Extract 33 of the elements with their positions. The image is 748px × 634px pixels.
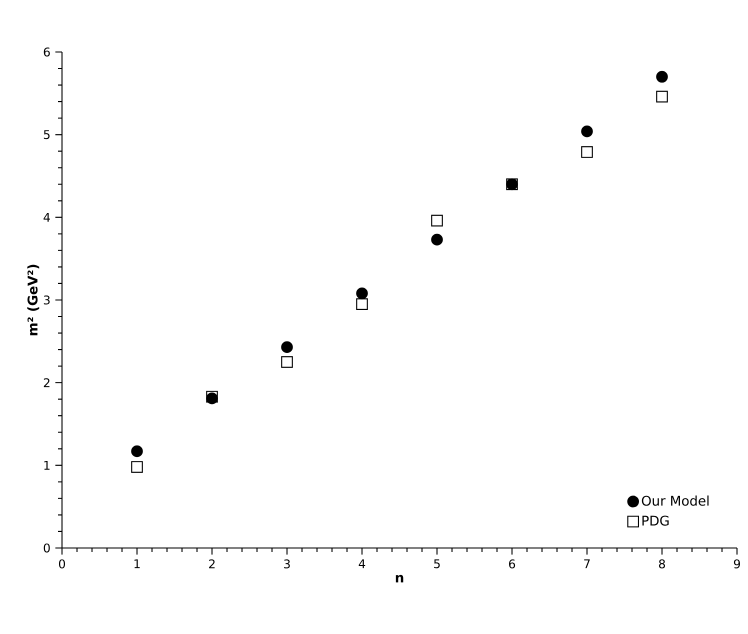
- point: [131, 445, 143, 458]
- x-tick-label: 3: [284, 559, 290, 568]
- x-tick-label: 6: [509, 559, 516, 568]
- x-tick-label: 5: [434, 559, 440, 568]
- x-tick-label: 7: [584, 559, 590, 568]
- y-axis-title: m² (GeV²): [27, 264, 40, 336]
- point: [356, 288, 368, 300]
- x-tick-label: 1: [134, 559, 140, 568]
- y-tick-label: 0: [44, 543, 50, 553]
- legend-label: PDG: [642, 516, 669, 526]
- x-tick-label: 2: [209, 559, 215, 568]
- point: [356, 298, 368, 310]
- y-tick-label: 1: [44, 460, 50, 470]
- y-tick-label: 3: [44, 295, 50, 305]
- point: [656, 70, 668, 83]
- point: [656, 90, 668, 102]
- x-tick-label: 4: [358, 559, 366, 568]
- point: [431, 214, 443, 226]
- y-tick-label: 2: [44, 378, 50, 388]
- point: [131, 461, 143, 473]
- x-tick-label: 0: [58, 559, 66, 568]
- legend-label: Our Model: [642, 495, 709, 506]
- x-tick-label: 8: [659, 559, 666, 568]
- point: [581, 146, 593, 158]
- point: [581, 125, 593, 138]
- x-axis-title: n: [396, 574, 404, 582]
- y-tick-label: 6: [44, 47, 50, 57]
- y-tick-label: 4: [44, 212, 50, 222]
- point: [281, 341, 293, 353]
- point: [431, 234, 443, 246]
- x-tick-label: 9: [734, 559, 740, 568]
- point: [281, 356, 293, 368]
- y-tick-label: 5: [44, 130, 50, 140]
